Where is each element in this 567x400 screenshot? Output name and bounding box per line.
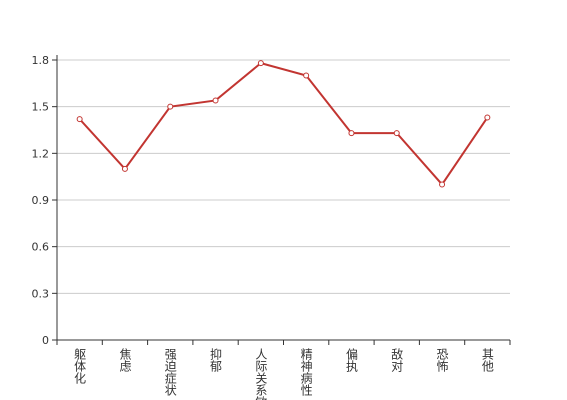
- x-tick-label: 敌对: [390, 347, 404, 372]
- point: [167, 103, 174, 110]
- x-tick-label: 焦虑: [118, 348, 132, 372]
- y-tick-label: 1.8: [32, 54, 50, 67]
- y-tick-label: 1.5: [32, 101, 50, 114]
- x-tick-label: 其他: [480, 348, 494, 372]
- x-tick-label: 精神病性: [299, 348, 313, 397]
- line: [78, 62, 489, 187]
- y-tick-label: 0: [42, 334, 49, 347]
- point: [257, 60, 264, 67]
- x-tick-label: 人际关系敏感: [254, 348, 268, 400]
- x-tick-label: 躯体化: [73, 347, 87, 385]
- y-tick-label: 0.6: [32, 241, 50, 254]
- y-tick-label: 1.2: [32, 147, 50, 160]
- x-tick-label: 偏执: [344, 347, 358, 373]
- x-tick-label: 强迫症状: [163, 348, 177, 396]
- point: [212, 97, 219, 104]
- y-tick-label: 0.3: [32, 287, 50, 300]
- point: [303, 72, 310, 79]
- point: [484, 114, 491, 121]
- y-tick-label: 0.9: [32, 194, 50, 207]
- x-tick-label: 抑郁: [209, 347, 223, 373]
- x-tick-label: 恐怖: [435, 348, 449, 372]
- point: [348, 130, 355, 137]
- point: [439, 181, 446, 188]
- point: [393, 130, 400, 137]
- point: [76, 116, 83, 123]
- point: [121, 165, 128, 172]
